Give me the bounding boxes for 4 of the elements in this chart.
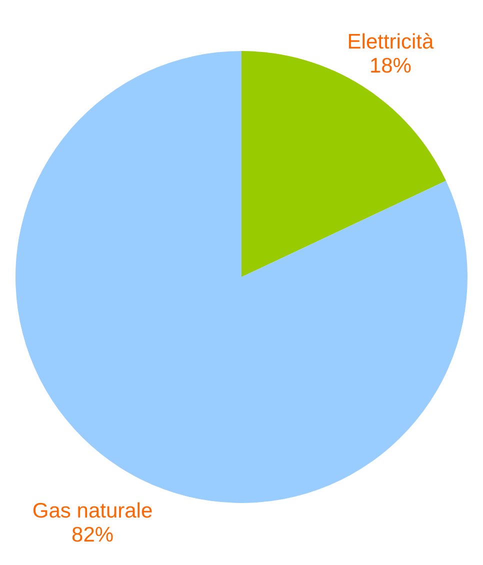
data-label: 82%: [72, 524, 114, 547]
data-label: 18%: [369, 54, 412, 78]
slice-label: Elettricità: [347, 30, 434, 54]
slice-label: Gas naturale: [32, 500, 153, 523]
